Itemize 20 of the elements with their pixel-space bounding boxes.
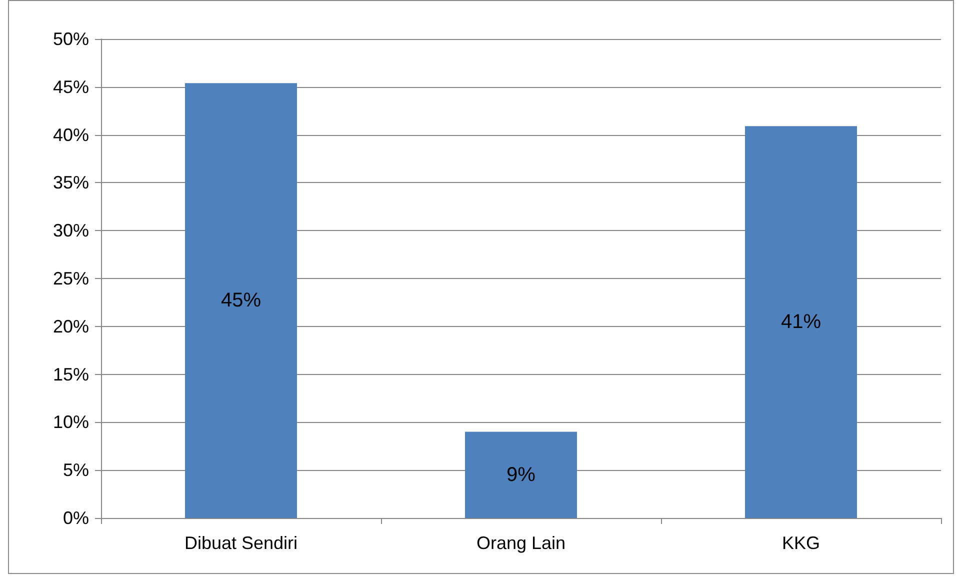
data-label: 41% (780, 311, 822, 334)
x-tick-label: KKG (782, 533, 820, 553)
y-tick-label: 50% (52, 29, 89, 49)
y-tick-label: 0% (62, 508, 89, 528)
bar (465, 432, 577, 518)
y-tick-label: 15% (52, 364, 89, 384)
y-tick-label: 25% (52, 268, 89, 288)
x-tick-label: Dibuat Sendiri (184, 533, 298, 553)
y-tick-label: 30% (52, 220, 89, 241)
bar (745, 126, 857, 518)
y-tick-label: 10% (52, 412, 89, 432)
x-tick-label: Orang Lain (476, 533, 566, 553)
y-tick-label: 35% (52, 172, 89, 193)
y-tick-label: 20% (52, 316, 89, 336)
y-tick-label: 45% (52, 76, 89, 97)
y-tick-label: 5% (62, 460, 89, 480)
bar (185, 83, 297, 518)
data-label: 45% (220, 290, 262, 312)
data-label: 9% (506, 464, 536, 486)
y-tick-label: 40% (52, 124, 89, 145)
